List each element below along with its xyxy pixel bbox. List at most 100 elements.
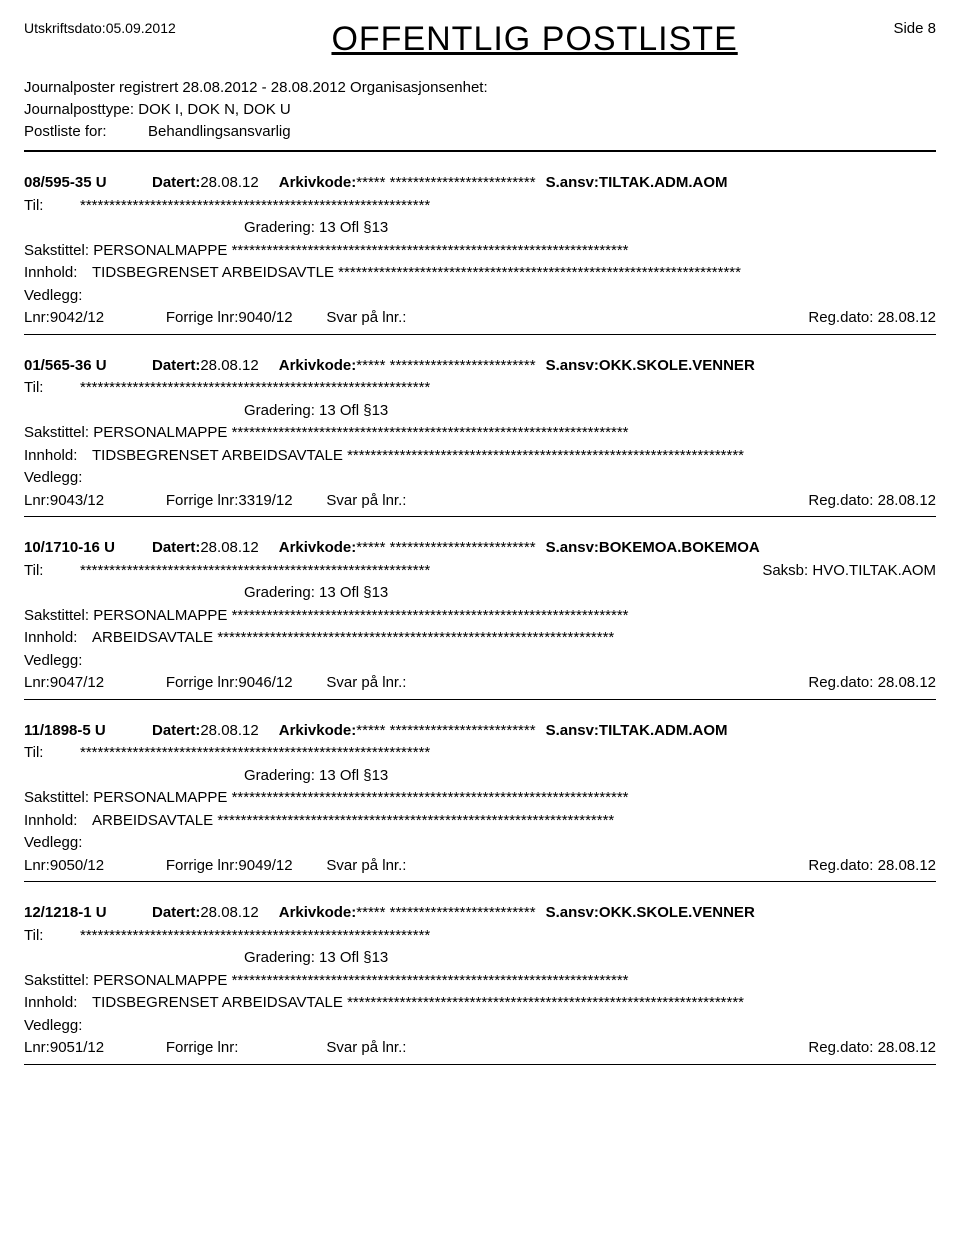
entry-divider: [24, 1064, 936, 1065]
sansv-label: S.ansv:: [546, 902, 599, 925]
datert-label: Datert:: [152, 720, 200, 743]
til-value: ****************************************…: [80, 377, 430, 400]
svar-label: Svar på lnr.:: [326, 855, 406, 878]
entries-container: 08/595-35 U Datert: 28.08.12 Arkivkode: …: [24, 172, 936, 1065]
meta-date-range: 28.08.2012 - 28.08.2012: [182, 79, 345, 96]
til-label: Til:: [24, 377, 80, 400]
sakstittel-label: Sakstittel:: [24, 972, 93, 989]
saksb-value: HVO.TILTAK.AOM: [812, 562, 936, 579]
reg-value: 28.08.12: [878, 674, 936, 691]
lnr-label: Lnr:: [24, 855, 50, 878]
svar-label: Svar på lnr.:: [326, 307, 406, 330]
entry-footer-line: Lnr: 9042/12 Forrige lnr: 9040/12 Svar p…: [24, 307, 936, 330]
gradering-line: Gradering: 13 Ofl §13: [24, 400, 936, 423]
reg-value: 28.08.12: [878, 857, 936, 874]
vedlegg-line: Vedlegg:: [24, 285, 936, 308]
entry-header-line: 10/1710-16 U Datert: 28.08.12 Arkivkode:…: [24, 537, 936, 560]
arkivkode-label: Arkivkode:: [279, 720, 357, 743]
sakstittel-line: Sakstittel: PERSONALMAPPE **************…: [24, 422, 936, 445]
entry-footer-line: Lnr: 9043/12 Forrige lnr: 3319/12 Svar p…: [24, 490, 936, 513]
sansv-value: TILTAK.ADM.AOM: [599, 172, 728, 195]
journal-entry: 10/1710-16 U Datert: 28.08.12 Arkivkode:…: [24, 537, 936, 700]
meta-line-2: Journalposttype: DOK I, DOK N, DOK U: [24, 99, 936, 121]
saksb-label: Saksb:: [762, 562, 812, 579]
innhold-label: Innhold:: [24, 810, 92, 833]
innhold-line: Innhold:ARBEIDSAVTALE ******************…: [24, 810, 936, 833]
arkivkode-value: ***** *************************: [356, 537, 535, 560]
forrige-value: 9046/12: [238, 672, 302, 695]
journal-entry: 01/565-36 U Datert: 28.08.12 Arkivkode: …: [24, 355, 936, 518]
til-label: Til:: [24, 560, 80, 583]
journal-entry: 12/1218-1 U Datert: 28.08.12 Arkivkode: …: [24, 902, 936, 1065]
meta-org-label: Organisasjonsenhet:: [346, 79, 488, 96]
sansv-value: OKK.SKOLE.VENNER: [599, 355, 755, 378]
entry-til-line: Til: ***********************************…: [24, 742, 936, 765]
forrige-label: Forrige lnr:: [166, 490, 239, 513]
innhold-line: Innhold:TIDSBEGRENSET ARBEIDSAVTALE ****…: [24, 445, 936, 468]
innhold-value: TIDSBEGRENSET ARBEIDSAVTALE ************…: [92, 994, 744, 1011]
reg-block: Reg.dato: 28.08.12: [808, 490, 936, 513]
entry-footer-line: Lnr: 9047/12 Forrige lnr: 9046/12 Svar p…: [24, 672, 936, 695]
case-id: 12/1218-1 U: [24, 902, 152, 925]
page-number: Side 8: [893, 20, 936, 37]
lnr-label: Lnr:: [24, 490, 50, 513]
forrige-label: Forrige lnr:: [166, 855, 239, 878]
divider: [24, 150, 936, 152]
reg-value: 28.08.12: [878, 309, 936, 326]
sakstittel-value: PERSONALMAPPE **************************…: [93, 424, 628, 441]
lnr-label: Lnr:: [24, 307, 50, 330]
datert-value: 28.08.12: [200, 355, 258, 378]
reg-block: Reg.dato: 28.08.12: [808, 855, 936, 878]
sakstittel-label: Sakstittel:: [24, 607, 93, 624]
reg-label: Reg.dato:: [808, 492, 877, 509]
svar-label: Svar på lnr.:: [326, 1037, 406, 1060]
sakstittel-line: Sakstittel: PERSONALMAPPE **************…: [24, 970, 936, 993]
forrige-label: Forrige lnr:: [166, 1037, 239, 1060]
reg-label: Reg.dato:: [808, 857, 877, 874]
sakstittel-value: PERSONALMAPPE **************************…: [93, 242, 628, 259]
journal-entry: 11/1898-5 U Datert: 28.08.12 Arkivkode: …: [24, 720, 936, 883]
entry-divider: [24, 881, 936, 882]
case-id: 01/565-36 U: [24, 355, 152, 378]
meta-registered-label: Journalposter registrert: [24, 79, 182, 96]
innhold-value: TIDSBEGRENSET ARBEIDSAVTALE ************…: [92, 447, 744, 464]
reg-value: 28.08.12: [878, 492, 936, 509]
vedlegg-line: Vedlegg:: [24, 1015, 936, 1038]
innhold-value: TIDSBEGRENSET ARBEIDSAVTLE *************…: [92, 264, 741, 281]
datert-label: Datert:: [152, 355, 200, 378]
lnr-value: 9050/12: [50, 855, 142, 878]
sakstittel-line: Sakstittel: PERSONALMAPPE **************…: [24, 787, 936, 810]
sansv-value: BOKEMOA.BOKEMOA: [599, 537, 760, 560]
print-date-label: Utskriftsdato:: [24, 20, 106, 36]
entry-divider: [24, 699, 936, 700]
meta-posttype-value: DOK I, DOK N, DOK U: [134, 101, 291, 118]
arkivkode-value: ***** *************************: [356, 355, 535, 378]
sansv-label: S.ansv:: [546, 172, 599, 195]
entry-til-line: Til: ***********************************…: [24, 560, 936, 583]
reg-block: Reg.dato: 28.08.12: [808, 307, 936, 330]
gradering-line: Gradering: 13 Ofl §13: [24, 582, 936, 605]
gradering-line: Gradering: 13 Ofl §13: [24, 947, 936, 970]
entry-til-line: Til: ***********************************…: [24, 377, 936, 400]
vedlegg-line: Vedlegg:: [24, 650, 936, 673]
forrige-label: Forrige lnr:: [166, 307, 239, 330]
arkivkode-value: ***** *************************: [356, 172, 535, 195]
case-id: 11/1898-5 U: [24, 720, 152, 743]
sakstittel-line: Sakstittel: PERSONALMAPPE **************…: [24, 240, 936, 263]
sansv-value: TILTAK.ADM.AOM: [599, 720, 728, 743]
til-label: Til:: [24, 742, 80, 765]
meta-postliste-label: Postliste for:: [24, 121, 148, 143]
entry-footer-line: Lnr: 9051/12 Forrige lnr: Svar på lnr.: …: [24, 1037, 936, 1060]
svar-label: Svar på lnr.:: [326, 672, 406, 695]
entry-header-line: 08/595-35 U Datert: 28.08.12 Arkivkode: …: [24, 172, 936, 195]
page-header: Utskriftsdato:05.09.2012 OFFENTLIG POSTL…: [24, 20, 936, 59]
entry-til-line: Til: ***********************************…: [24, 195, 936, 218]
sansv-value: OKK.SKOLE.VENNER: [599, 902, 755, 925]
innhold-value: ARBEIDSAVTALE **************************…: [92, 812, 614, 829]
reg-label: Reg.dato:: [808, 1039, 877, 1056]
datert-label: Datert:: [152, 537, 200, 560]
journal-entry: 08/595-35 U Datert: 28.08.12 Arkivkode: …: [24, 172, 936, 335]
reg-block: Reg.dato: 28.08.12: [808, 1037, 936, 1060]
sakstittel-value: PERSONALMAPPE **************************…: [93, 607, 628, 624]
case-id: 08/595-35 U: [24, 172, 152, 195]
